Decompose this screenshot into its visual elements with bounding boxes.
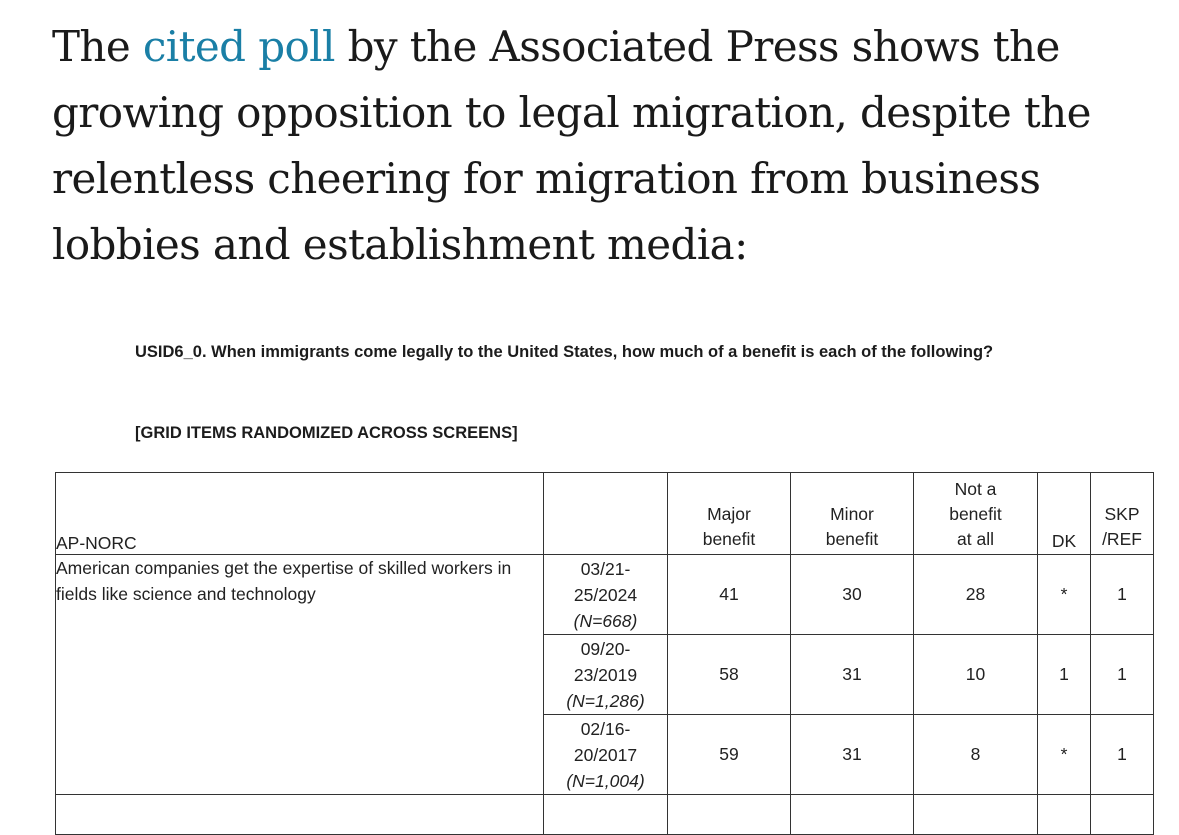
grid-note: [GRID ITEMS RANDOMIZED ACROSS SCREENS] <box>135 424 518 442</box>
survey-date: 03/21- 25/2024 (N=668) <box>543 554 668 635</box>
date-line-1: 03/21- <box>580 558 631 579</box>
minor-benefit-value: 31 <box>790 714 914 795</box>
table-header-row: AP-NORC Major benefit Minor benefit Not … <box>55 472 1154 555</box>
sample-size: (N=1,286) <box>566 690 645 711</box>
item-label: American companies get the expertise of … <box>55 554 544 795</box>
table-row: 09/20- 23/2019 (N=1,286) 58 31 10 1 1 <box>56 634 1154 715</box>
date-column-header <box>543 472 668 555</box>
sample-size: (N=668) <box>573 610 638 631</box>
dk-value: * <box>1037 714 1091 795</box>
table-row: American companies get the expertise of … <box>55 554 1154 795</box>
column-skp-ref: SKP /REF <box>1090 472 1154 555</box>
major-benefit-value: 41 <box>667 554 791 635</box>
not-a-benefit-value: 8 <box>913 714 1038 795</box>
not-a-benefit-value: 10 <box>913 634 1038 715</box>
survey-date: 02/16- 20/2017 (N=1,004) <box>543 714 668 795</box>
dk-value: * <box>1037 554 1091 635</box>
dk-value: 1 <box>1037 634 1091 715</box>
skp-ref-value: 1 <box>1090 714 1154 795</box>
survey-date: 09/20- 23/2019 (N=1,286) <box>543 634 668 715</box>
sample-size: (N=1,004) <box>566 770 645 791</box>
minor-benefit-value: 31 <box>790 634 914 715</box>
date-line-2: 25/2024 <box>573 584 638 605</box>
intro-text-after: by the Associated Press shows the growin… <box>52 22 1091 269</box>
minor-benefit-value: 30 <box>790 554 914 635</box>
intro-text-before: The <box>52 22 143 71</box>
cited-poll-link[interactable]: cited poll <box>142 22 336 71</box>
skp-ref-value: 1 <box>1090 634 1154 715</box>
date-line-2: 23/2019 <box>573 664 638 685</box>
column-dk: DK <box>1037 472 1091 555</box>
date-line-1: 02/16- <box>580 718 631 739</box>
date-line-1: 09/20- <box>580 638 631 659</box>
poll-results-table: AP-NORC Major benefit Minor benefit Not … <box>55 472 1154 835</box>
major-benefit-value: 59 <box>667 714 791 795</box>
article-intro-paragraph: The cited poll by the Associated Press s… <box>52 14 1172 278</box>
not-a-benefit-value: 28 <box>913 554 1038 635</box>
date-line-2: 20/2017 <box>573 744 638 765</box>
column-major-benefit: Major benefit <box>667 472 791 555</box>
source-label: AP-NORC <box>55 472 544 555</box>
column-minor-benefit: Minor benefit <box>790 472 914 555</box>
column-not-a-benefit: Not a benefit at all <box>913 472 1038 555</box>
table-row-next-item-cutoff <box>55 794 1154 835</box>
major-benefit-value: 58 <box>667 634 791 715</box>
table-row: 02/16- 20/2017 (N=1,004) 59 31 8 * 1 <box>56 714 1154 795</box>
skp-ref-value: 1 <box>1090 554 1154 635</box>
poll-question: USID6_0. When immigrants come legally to… <box>135 343 994 361</box>
